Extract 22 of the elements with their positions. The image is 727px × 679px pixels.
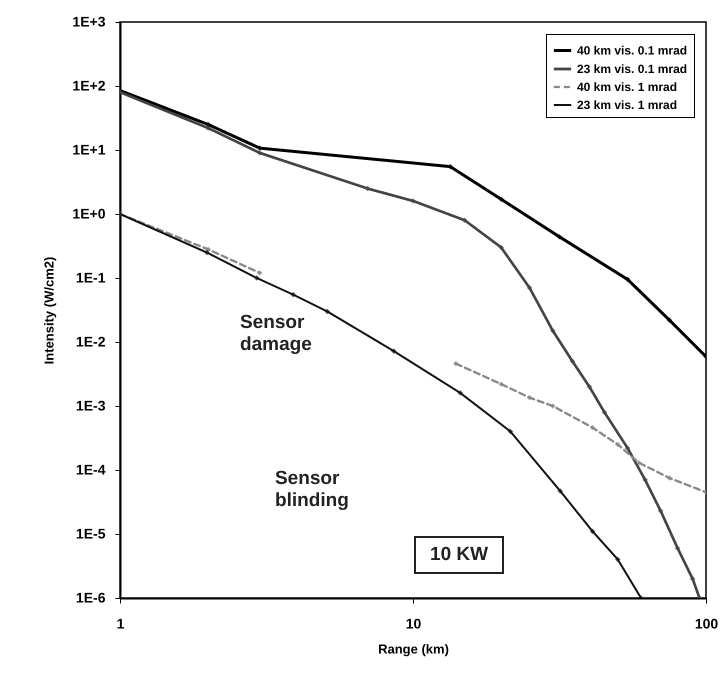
y-tick-label: 1E-6 — [76, 590, 106, 606]
y-tick-label: 1E-4 — [76, 462, 106, 478]
annotation: Sensor blinding — [275, 468, 350, 512]
y-tick-label: 1E-5 — [76, 526, 106, 542]
y-tick-label: 1E+2 — [72, 78, 106, 94]
y-tick-label: 1E-1 — [76, 270, 106, 286]
x-tick-label: 10 — [406, 616, 422, 632]
y-tick-label: 1E+0 — [72, 206, 106, 222]
y-axis-title: Intensity (W/cm2) — [41, 256, 56, 364]
legend-label: 40 km vis. 0.1 mrad — [577, 44, 688, 58]
annotation: 10 KW — [414, 536, 504, 574]
x-tick-label: 100 — [694, 616, 718, 632]
annotation: Sensor damage — [240, 312, 313, 356]
legend-label: 23 km vis. 1 mrad — [577, 98, 678, 112]
legend-label: 40 km vis. 1 mrad — [577, 80, 678, 94]
x-axis-title: Range (km) — [378, 642, 449, 656]
y-tick-label: 1E-2 — [76, 334, 106, 350]
y-tick-label: 1E-3 — [76, 398, 106, 414]
y-tick-label: 1E+3 — [72, 14, 106, 30]
legend-label: 23 km vis. 0.1 mrad — [577, 62, 688, 76]
y-tick-label: 1E+1 — [72, 142, 106, 158]
x-tick-label: 1 — [116, 616, 125, 632]
